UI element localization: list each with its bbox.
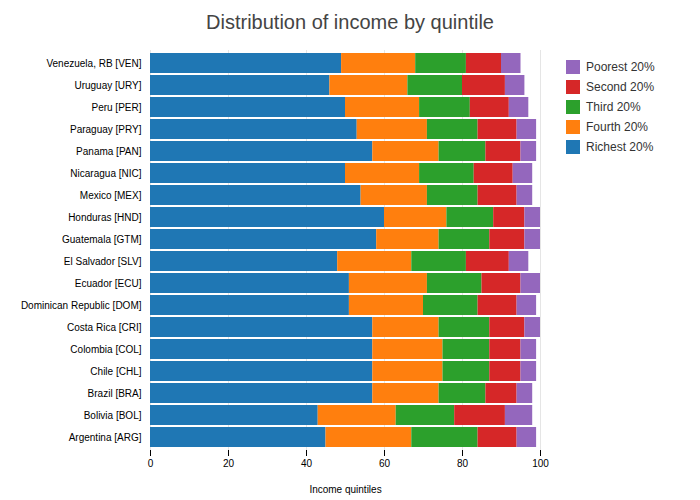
svg-text:Argentina [ARG]: Argentina [ARG] — [69, 432, 142, 443]
html-text:Second 20%: Second 20% — [586, 80, 655, 94]
svg-text:40: 40 — [301, 458, 313, 469]
svg-text:Bolivia [BOL]: Bolivia [BOL] — [84, 410, 142, 421]
svg-text:Dominican Republic [DOM]: Dominican Republic [DOM] — [21, 300, 142, 311]
svg-text:Peru [PER]: Peru [PER] — [91, 102, 141, 113]
svg-text:Chile [CHL]: Chile [CHL] — [90, 366, 141, 377]
svg-text:100: 100 — [532, 458, 549, 469]
svg-text:20: 20 — [223, 458, 235, 469]
html-text:Richest 20%: Richest 20% — [586, 140, 654, 154]
svg-text:Nicaragua [NIC]: Nicaragua [NIC] — [70, 168, 141, 179]
svg-text:El Salvador [SLV]: El Salvador [SLV] — [64, 256, 142, 267]
html-text:Fourth 20%: Fourth 20% — [586, 120, 648, 134]
svg-text:Panama [PAN]: Panama [PAN] — [76, 146, 142, 157]
svg-text:Ecuador [ECU]: Ecuador [ECU] — [75, 278, 142, 289]
html-text:Distribution of income by quin: Distribution of income by quintile — [206, 11, 494, 33]
svg-text:Guatemala [GTM]: Guatemala [GTM] — [62, 234, 142, 245]
svg-text:Brazil [BRA]: Brazil [BRA] — [88, 388, 142, 399]
svg-text:Income quintiles: Income quintiles — [309, 484, 381, 495]
html-text:Poorest 20%: Poorest 20% — [586, 60, 655, 74]
html-text:Third 20%: Third 20% — [586, 100, 641, 114]
svg-text:Honduras [HND]: Honduras [HND] — [68, 212, 142, 223]
svg-text:Costa Rica [CRI]: Costa Rica [CRI] — [67, 322, 142, 333]
svg-text:60: 60 — [379, 458, 391, 469]
svg-text:80: 80 — [457, 458, 469, 469]
svg-text:Uruguay [URY]: Uruguay [URY] — [74, 80, 141, 91]
svg-text:Mexico [MEX]: Mexico [MEX] — [80, 190, 142, 201]
svg-text:0: 0 — [148, 458, 154, 469]
svg-text:Venezuela, RB [VEN]: Venezuela, RB [VEN] — [46, 58, 141, 69]
svg-text:Paraguay [PRY]: Paraguay [PRY] — [70, 124, 142, 135]
svg-text:Colombia [COL]: Colombia [COL] — [70, 344, 141, 355]
